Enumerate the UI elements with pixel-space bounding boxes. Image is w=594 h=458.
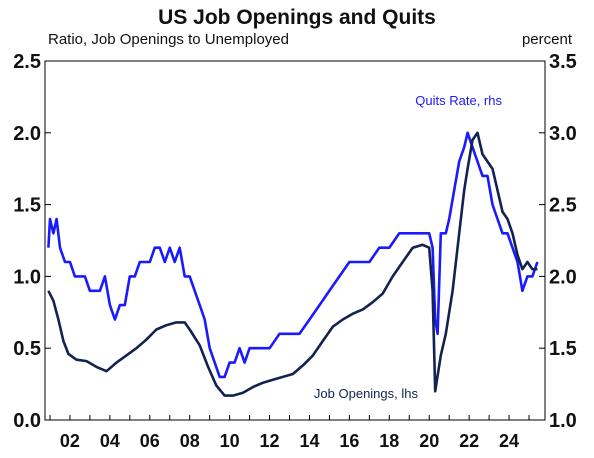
plot-frame — [44, 60, 546, 421]
chart-subtitle-right: percent — [522, 31, 573, 48]
x-tick-label: 14 — [299, 431, 319, 451]
right-tick-label: 1.5 — [549, 338, 577, 360]
series-line-quits-rate — [47, 131, 539, 379]
annotation-job-openings: Job Openings, lhs — [314, 386, 419, 401]
right-tick-label: 2.0 — [549, 266, 577, 288]
series-layer — [47, 131, 539, 397]
x-tick-label: 10 — [220, 431, 240, 451]
chart-subtitle-left: Ratio, Job Openings to Unemployed — [48, 31, 289, 48]
annotation-quits-rate: Quits Rate, rhs — [415, 93, 502, 108]
left-tick-label: 2.5 — [13, 51, 41, 73]
left-tick-label: 0.5 — [13, 338, 41, 360]
left-tick-label: 1.5 — [13, 195, 41, 217]
x-tick-label: 16 — [339, 431, 359, 451]
x-tick-label: 18 — [379, 431, 399, 451]
left-tick-label: 0.0 — [13, 410, 41, 432]
left-tick-label: 1.0 — [13, 266, 41, 288]
x-tick-label: 08 — [180, 431, 200, 451]
x-axis: 02 04 06 08 10 12 14 16 18 20 22 24 — [49, 415, 530, 451]
x-tick-label: 20 — [419, 431, 439, 451]
x-tick-label: 06 — [140, 431, 160, 451]
x-tick-label: 02 — [60, 431, 80, 451]
right-tick-label: 3.0 — [549, 123, 577, 145]
right-axis: 1.0 1.5 2.0 2.5 3.0 3.5 — [539, 51, 577, 432]
right-tick-label: 1.0 — [549, 410, 577, 432]
x-tick-label: 22 — [459, 431, 479, 451]
x-tick-label: 24 — [499, 431, 519, 451]
left-tick-label: 2.0 — [13, 123, 41, 145]
x-tick-label: 12 — [260, 431, 280, 451]
x-tick-label: 04 — [100, 431, 120, 451]
series-line-job-openings — [47, 131, 538, 397]
right-tick-label: 2.5 — [549, 195, 577, 217]
chart-title: US Job Openings and Quits — [158, 6, 436, 29]
left-axis: 0.0 0.5 1.0 1.5 2.0 2.5 — [13, 51, 51, 432]
right-tick-label: 3.5 — [549, 51, 577, 73]
